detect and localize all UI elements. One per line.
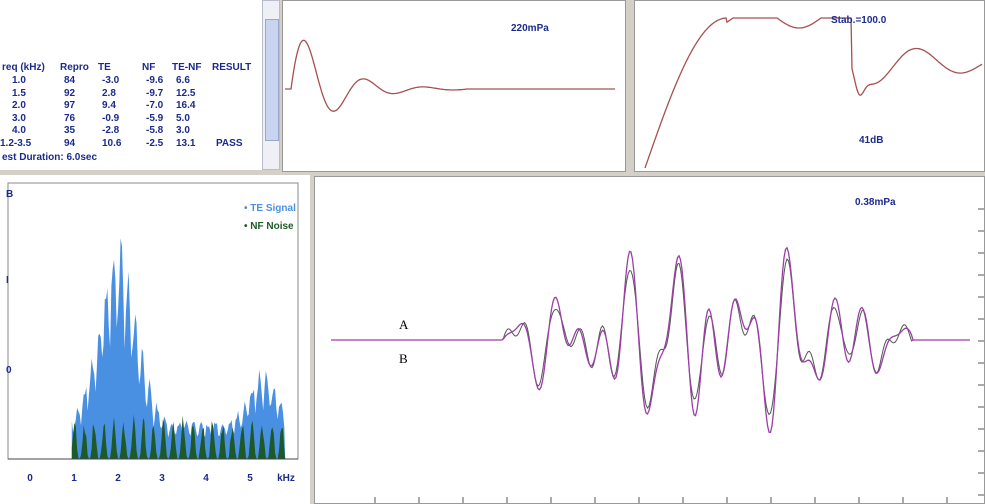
nf-noise-area xyxy=(71,414,286,459)
table-cell: -7.0 xyxy=(146,100,164,112)
stability-panel: Stab.=100.0 41dB xyxy=(634,0,985,172)
table-header: Repro xyxy=(60,62,89,73)
legend-te: • TE Signal xyxy=(244,203,296,214)
table-cell: 92 xyxy=(64,87,76,99)
x-tick-label: 3 xyxy=(159,473,165,484)
x-tick-label: 0 xyxy=(27,473,33,484)
trace-a-label: A xyxy=(399,317,409,332)
table-cell: 9.4 xyxy=(102,100,116,112)
table-cell: 6.6 xyxy=(176,75,190,86)
response-plot xyxy=(331,208,984,503)
table-header: req (kHz) xyxy=(2,62,45,73)
stability-curve xyxy=(644,17,983,169)
te-signal-area xyxy=(71,238,286,459)
stimulus-wave xyxy=(285,39,615,112)
response-panel: 0.38mPa A B xyxy=(314,176,985,504)
table-cell: 94 xyxy=(64,138,76,149)
x-tick-label: 5 xyxy=(247,473,253,484)
table-cell: 3.0 xyxy=(176,125,190,137)
table-cell: 1.0 xyxy=(12,75,26,86)
results-panel: req (kHz) Repro TE NF TE-NF RESULT 1.0 84 -3.0 -9… xyxy=(0,0,262,170)
table-header: RESULT xyxy=(212,62,252,73)
table-cell: 4.0 xyxy=(12,125,26,137)
scrollbar[interactable] xyxy=(262,0,280,170)
table-cell: 97 xyxy=(64,100,76,112)
spectrum-panel: 0 1 2 3 4 5 kHz B I 0 • TE Signal • NF Noise xyxy=(0,175,310,504)
response-label: 0.38mPa xyxy=(855,197,896,208)
table-cell: -0.9 xyxy=(102,112,120,124)
table-cell: 10.6 xyxy=(102,138,122,149)
table-cell: 12.5 xyxy=(176,87,196,99)
legend-nf: • NF Noise xyxy=(244,221,294,232)
spectrum-plot: 0 1 2 3 4 5 kHz xyxy=(7,182,299,484)
trace-b-label: B xyxy=(399,351,408,366)
table-cell: 84 xyxy=(64,75,76,86)
table-cell: 16.4 xyxy=(176,100,196,112)
table-cell: -3.0 xyxy=(102,75,120,86)
table-cell: 1.2-3.5 xyxy=(0,138,32,149)
level-label: 41dB xyxy=(859,135,884,146)
table-cell: 2.0 xyxy=(12,100,26,112)
table-cell: -9.6 xyxy=(146,75,164,86)
x-tick-label: 1 xyxy=(71,473,77,484)
trace-a xyxy=(331,246,970,434)
table-cell: 76 xyxy=(64,112,76,124)
table-cell: 5.0 xyxy=(176,112,190,124)
x-unit: kHz xyxy=(277,473,295,484)
x-tick-label: 4 xyxy=(203,473,209,484)
y-label: I xyxy=(6,275,9,286)
legend-text: TE Signal xyxy=(250,203,296,214)
duration: est Duration: 6.0sec xyxy=(2,152,98,163)
table-cell: 13.1 xyxy=(176,138,196,149)
stability-label: Stab.=100.0 xyxy=(831,15,887,26)
table-cell: -9.7 xyxy=(146,87,164,99)
table-cell: -2.5 xyxy=(146,138,164,149)
y-unit: B xyxy=(6,189,14,200)
table-cell: -2.8 xyxy=(102,125,120,137)
table-cell: -5.8 xyxy=(146,125,164,137)
table-header: TE-NF xyxy=(172,62,202,73)
table-header: TE xyxy=(98,62,111,73)
table-cell: 3.0 xyxy=(12,112,26,124)
table-cell: 1.5 xyxy=(12,87,26,99)
table-cell: 2.8 xyxy=(102,87,116,99)
legend-text: NF Noise xyxy=(250,221,294,232)
stability-plot xyxy=(644,17,983,169)
table-cell: -5.9 xyxy=(146,112,164,124)
table-cell: PASS xyxy=(216,138,243,149)
y-label: 0 xyxy=(6,365,12,376)
x-tick-label: 2 xyxy=(115,473,121,484)
stimulus-plot xyxy=(285,39,615,112)
scroll-thumb[interactable] xyxy=(265,19,279,141)
table-header: NF xyxy=(142,62,156,73)
stimulus-label: 220mPa xyxy=(511,23,549,34)
table-cell: 35 xyxy=(64,125,76,137)
trace-b xyxy=(331,258,970,416)
stimulus-panel: 220mPa xyxy=(282,0,626,172)
